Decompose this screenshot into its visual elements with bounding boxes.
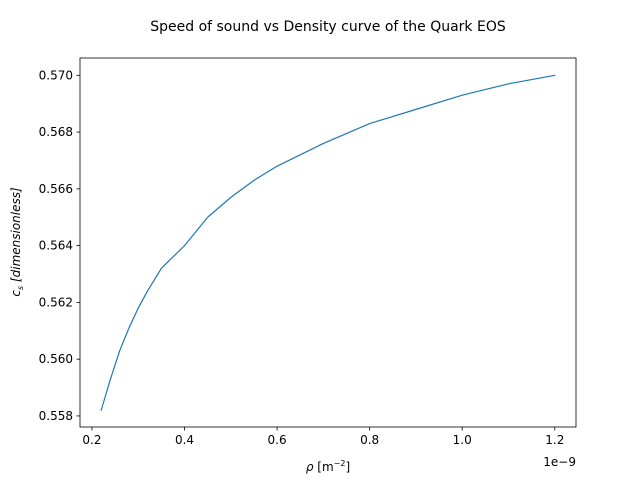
x-axis-label: ρ [m−2] — [306, 459, 350, 474]
x-axis-label-unit-close: ] — [345, 460, 350, 474]
y-axis-ticks: 0.558 0.560 0.562 0.564 0.566 0.568 0.570 — [39, 68, 80, 423]
y-tick-label: 0.568 — [39, 125, 73, 139]
y-tick-label: 0.562 — [39, 295, 73, 309]
plot-area — [100, 74, 556, 411]
chart-title: Speed of sound vs Density curve of the Q… — [150, 19, 506, 35]
x-axis-label-symbol: ρ — [306, 460, 314, 474]
x-tick-label: 0.6 — [268, 433, 287, 447]
x-tick-label: 0.4 — [175, 433, 194, 447]
x-axis-offset-text: 1e−9 — [543, 455, 576, 469]
x-axis-label-unit-exp: −2 — [334, 459, 346, 468]
x-tick-label: 0.2 — [82, 433, 101, 447]
y-tick-label: 0.566 — [39, 182, 73, 196]
y-axis-label-group: cs [dimensionless] — [9, 187, 25, 297]
series-line — [100, 74, 556, 411]
x-tick-label: 0.8 — [360, 433, 379, 447]
plot-frame — [79, 57, 577, 428]
x-axis-label-unit-base: [m — [317, 460, 333, 474]
y-axis-label-unit: [dimensionless] — [9, 187, 23, 282]
x-tick-label: 1.2 — [545, 433, 564, 447]
y-axis-label-subscript: s — [16, 286, 25, 290]
x-axis-ticks: 0.2 0.4 0.6 0.8 1.0 1.2 — [82, 427, 564, 447]
y-tick-label: 0.558 — [39, 409, 73, 423]
y-tick-label: 0.560 — [39, 352, 73, 366]
y-tick-label: 0.570 — [39, 68, 73, 82]
x-tick-label: 1.0 — [453, 433, 472, 447]
y-tick-label: 0.564 — [39, 239, 73, 253]
y-axis-label-symbol: c — [9, 290, 23, 297]
y-axis-label: cs [dimensionless] — [9, 187, 25, 297]
